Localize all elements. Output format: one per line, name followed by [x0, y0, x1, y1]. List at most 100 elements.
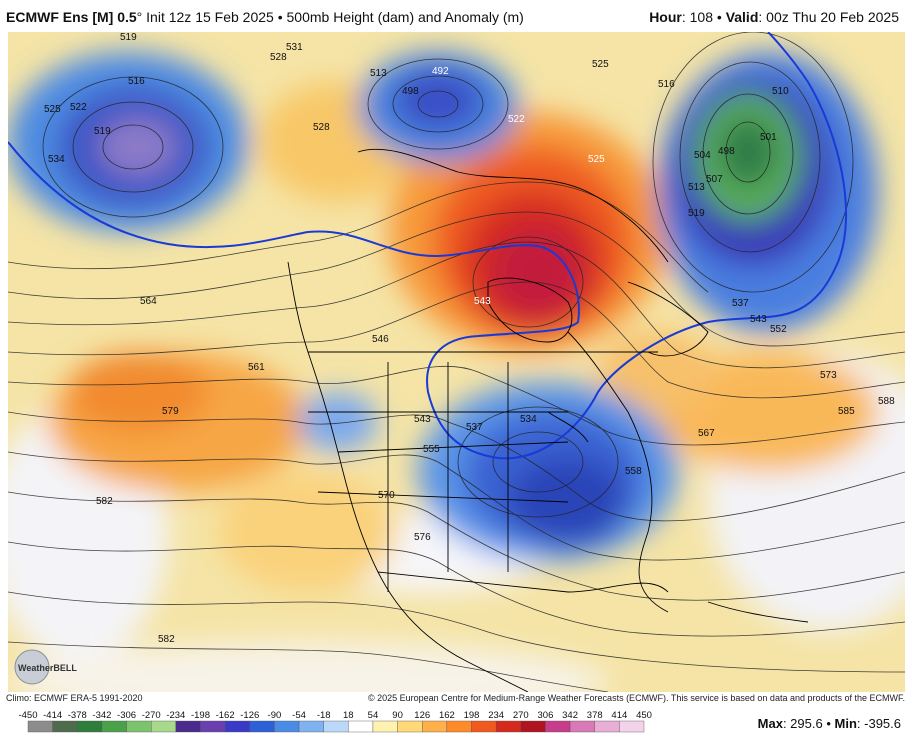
colorbar-swatch: [446, 720, 472, 733]
colorbar-swatch: [397, 720, 423, 733]
colorbar-tick-label: -378: [68, 710, 87, 721]
min-value: : -395.6: [856, 716, 901, 731]
contour-label: 570: [378, 490, 395, 501]
colorbar-tick-label: -306: [117, 710, 136, 721]
colorbar-tick-label: 162: [439, 710, 455, 721]
colorbar-tick-label: -54: [292, 710, 306, 721]
colorbar-swatch: [200, 720, 226, 733]
anomaly-colorbar: -450 -414 -378 -342 -306 -270 -234 -198 -162 -126…: [18, 710, 652, 733]
climo-source: Climo: ECMWF ERA-5 1991-2020: [6, 693, 143, 703]
contour-label: 510: [772, 86, 789, 97]
valid-label: Valid: [725, 9, 759, 25]
contour-label: 498: [718, 146, 735, 157]
contour-label: 567: [698, 428, 715, 439]
contour-label: 525: [44, 104, 61, 115]
contour-label: 543: [750, 314, 767, 325]
init-time: Init 12z 15 Feb 2025: [146, 9, 274, 25]
title-bullet: •: [277, 9, 283, 25]
contour-label: 537: [732, 298, 749, 309]
degree-symbol: °: [136, 9, 143, 25]
max-label: Max: [757, 716, 783, 731]
contour-label: 516: [128, 76, 145, 87]
colorbar-swatch: [298, 720, 324, 733]
contour-label: 555: [423, 444, 440, 455]
colorbar-tick-label: -234: [166, 710, 185, 721]
field-description: 500mb Height (dam) and Anomaly (m): [286, 9, 524, 25]
contour-label: 588: [878, 396, 895, 407]
colorbar-swatch: [372, 720, 398, 733]
colorbar-swatch: [569, 720, 595, 733]
colorbar-tick-label: 414: [611, 710, 627, 721]
contour-label: 513: [688, 182, 705, 193]
stats-bullet: •: [826, 716, 831, 731]
model-name: ECMWF Ens [M] 0.5: [6, 9, 137, 25]
contour-label: 507: [706, 174, 723, 185]
map-header: ECMWF Ens [M] 0.5° Init 12z 15 Feb 2025 …: [0, 0, 913, 32]
colorbar-tick-label: 90: [392, 710, 403, 721]
colorbar-swatch: [175, 720, 201, 733]
contour-label: 582: [96, 496, 113, 507]
colorbar-tick-label: -342: [92, 710, 111, 721]
contour-label: 582: [158, 634, 175, 645]
contour-label: 534: [520, 414, 537, 425]
contour-label: 519: [94, 126, 111, 137]
colorbar-tick-label: -198: [191, 710, 210, 721]
reference-contour: [8, 32, 848, 460]
logo-text: WeatherBELL: [18, 663, 77, 673]
colorbar-tick-label: -270: [142, 710, 161, 721]
contour-label: 501: [760, 132, 777, 143]
contour-label: 552: [770, 324, 787, 335]
contour-label: 504: [694, 150, 711, 161]
colorbar-swatch: [27, 720, 53, 733]
colorbar-swatch: [348, 720, 374, 733]
contour-label: 531: [286, 42, 303, 53]
valid-bullet: •: [716, 9, 722, 25]
contour-label: 579: [162, 406, 179, 417]
contour-label: 513: [370, 68, 387, 79]
colorbar-tick-label: 306: [538, 710, 554, 721]
height-contours: [8, 32, 905, 692]
contour-label: 498: [402, 86, 419, 97]
valid-value: : 00z Thu 20 Feb 2025: [758, 9, 899, 25]
contour-label: 558: [625, 466, 642, 477]
max-min-values: Max: 295.6 • Min: -395.6: [758, 716, 901, 731]
contour-labels: 519 531 528 525 522 519 534 516 513 498 …: [44, 32, 895, 645]
colorbar-tick-label: 126: [414, 710, 430, 721]
colorbar-tick-label: 54: [368, 710, 379, 721]
hour-value: : 108: [681, 9, 713, 25]
colorbar-swatch: [471, 720, 497, 733]
contour-label: 492: [432, 66, 449, 77]
contour-label: 519: [120, 32, 137, 43]
contour-label: 573: [820, 370, 837, 381]
colorbar-swatch: [249, 720, 275, 733]
colorbar-tick-label: 270: [513, 710, 529, 721]
coastlines: [287, 148, 809, 692]
colorbar-tick-label: -90: [268, 710, 282, 721]
colorbar-tick-label: -18: [317, 710, 331, 721]
contour-label: 525: [588, 154, 605, 165]
valid-time: Hour: 108 • Valid: 00z Thu 20 Feb 2025: [649, 9, 899, 25]
colorbar-tick-label: -450: [18, 710, 37, 721]
contour-label: 576: [414, 532, 431, 543]
colorbar-swatch: [126, 720, 152, 733]
contour-label: 561: [248, 362, 265, 373]
min-label: Min: [834, 716, 857, 731]
colorbar-swatch: [619, 720, 645, 733]
contour-label: 522: [70, 102, 87, 113]
contour-label: 585: [838, 406, 855, 417]
colorbar-tick-label: 342: [562, 710, 578, 721]
copyright-notice: © 2025 European Centre for Medium-Range …: [367, 693, 905, 703]
contour-label: 528: [313, 122, 330, 133]
contour-label: 537: [466, 422, 483, 433]
colorbar-tick-label: -126: [240, 710, 259, 721]
colorbar-swatch: [545, 720, 571, 733]
contour-label: 528: [270, 52, 287, 63]
colorbar-swatch: [274, 720, 300, 733]
colorbar-swatch: [224, 720, 250, 733]
map-title: ECMWF Ens [M] 0.5° Init 12z 15 Feb 2025 …: [6, 9, 524, 25]
colorbar-tick-label: 198: [464, 710, 480, 721]
contour-label: 516: [658, 79, 675, 90]
contour-label: 522: [508, 114, 525, 125]
colorbar-tick-label: 234: [488, 710, 504, 721]
max-value: : 295.6: [782, 716, 823, 731]
